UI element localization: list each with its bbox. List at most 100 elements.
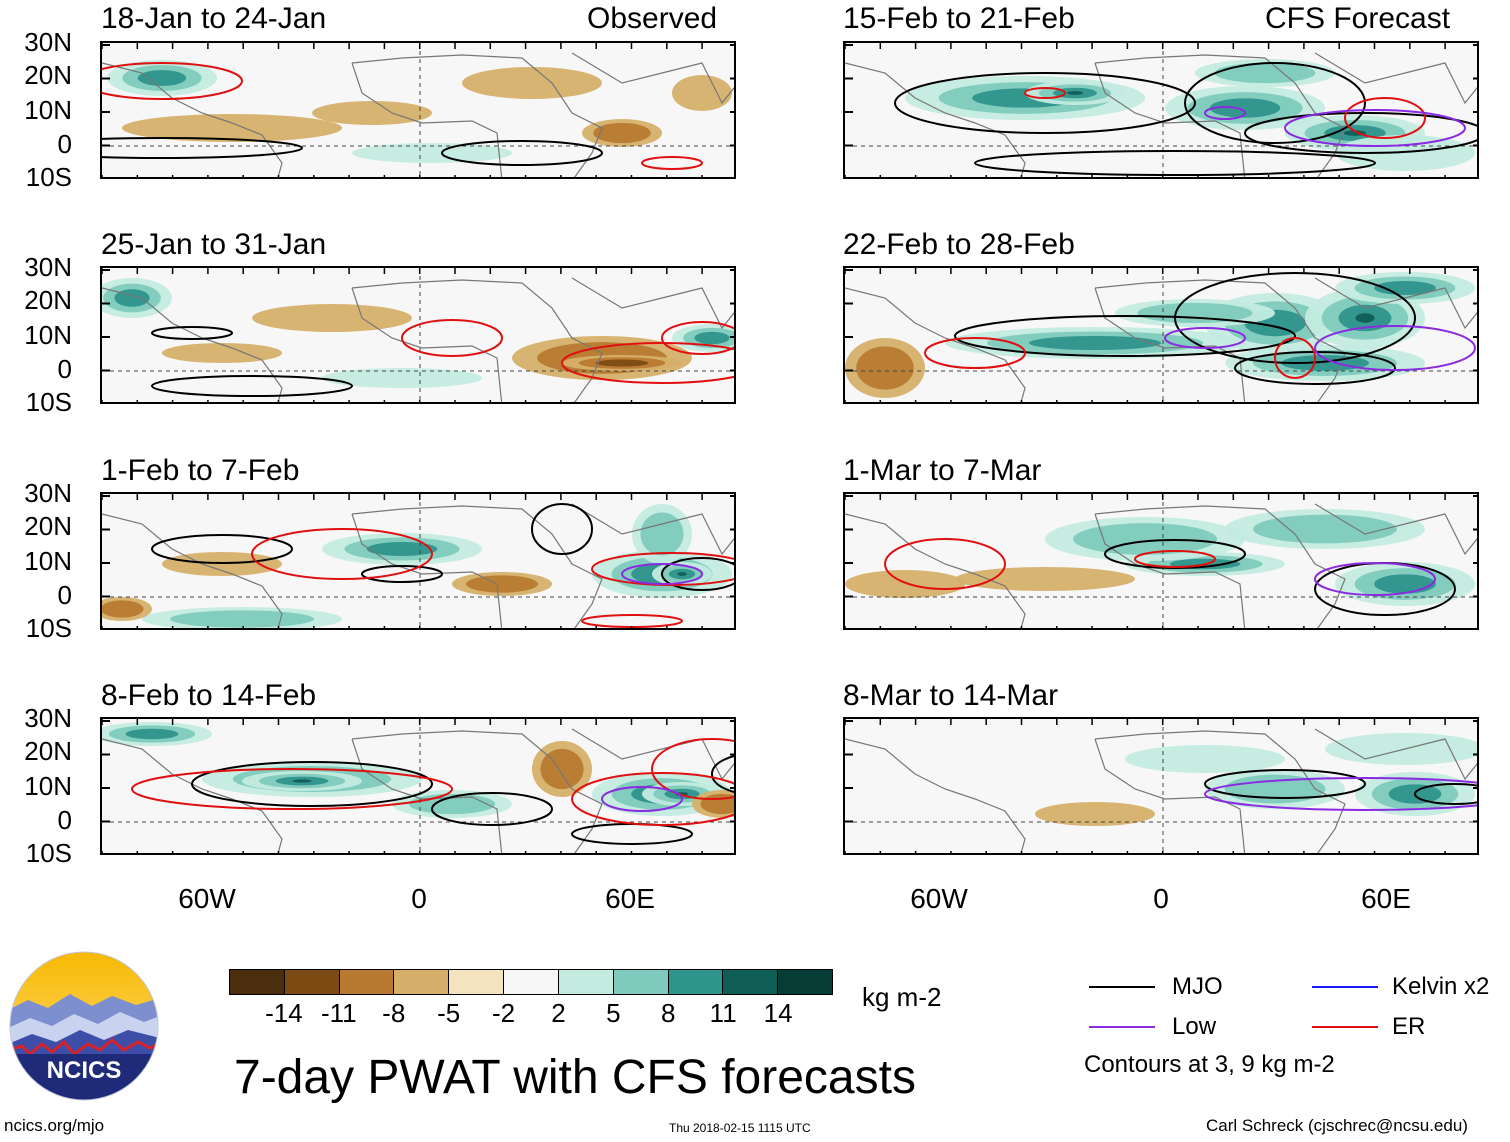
low-contour — [1204, 777, 1477, 811]
colorbar-tick-label: -14 — [265, 998, 303, 1028]
colorbar-tick-label: 8 — [661, 998, 676, 1028]
legend-label-er: ER — [1392, 1013, 1426, 1040]
lat-label: 30N — [24, 703, 72, 733]
map-svg — [102, 268, 734, 402]
er-contour — [1024, 87, 1066, 99]
map-panel-8feb — [100, 717, 736, 855]
mjo-contour — [191, 761, 433, 807]
panel-tag-observed: Observed — [587, 2, 718, 35]
er-contour — [1134, 550, 1216, 568]
coastline-africa — [351, 505, 603, 628]
map-panel-22feb — [843, 266, 1479, 404]
map-svg — [102, 43, 734, 177]
colorbar-swatch — [558, 970, 614, 994]
coastline-americas — [845, 513, 1026, 628]
dry-anomaly — [1035, 802, 1155, 826]
footer-timestamp: Thu 2018-02-15 1115 UTC — [669, 1121, 811, 1135]
map-panel-25jan — [100, 266, 736, 404]
map-svg — [845, 43, 1477, 177]
colorbar-swatch — [723, 970, 779, 994]
lat-label: 0 — [57, 580, 72, 610]
mjo-contour — [661, 557, 734, 591]
moist-anomaly — [170, 610, 314, 628]
dry-anomaly — [462, 67, 602, 99]
er-contour — [641, 156, 703, 170]
er-contour — [651, 738, 734, 800]
dry-anomaly — [466, 575, 538, 593]
legend-label-mjo: MJO — [1172, 973, 1223, 1000]
er-contour — [591, 552, 734, 586]
coastline-africa — [351, 279, 603, 402]
moist-anomaly — [1374, 280, 1436, 296]
moist-anomaly — [137, 70, 187, 86]
colorbar-tick-label: 5 — [606, 998, 621, 1028]
coastline-americas — [845, 738, 1026, 853]
mjo-contour — [1204, 769, 1366, 799]
map-panel-1feb — [100, 492, 736, 630]
mjo-contour — [974, 150, 1376, 176]
moist-anomaly — [694, 331, 730, 345]
moist-anomaly — [1209, 98, 1281, 118]
low-contour — [1204, 106, 1246, 120]
lat-label: 10S — [25, 162, 72, 192]
coastline-asia — [571, 503, 734, 556]
lat-label: 10N — [24, 771, 72, 801]
moist-anomaly — [1073, 523, 1217, 555]
colorbar-swatch — [449, 970, 505, 994]
lat-label: 10S — [25, 387, 72, 417]
lat-label: 20N — [24, 511, 72, 541]
er-contour — [131, 768, 453, 810]
colorbar-swatch — [613, 970, 669, 994]
panel-title: 22-Feb to 28-Feb — [843, 228, 1075, 261]
legend-line-er — [1312, 1026, 1378, 1028]
colorbar-tick-label: -2 — [491, 998, 516, 1028]
coastline-africa — [351, 730, 603, 853]
map-panel-18jan — [100, 41, 736, 179]
low-contour — [1314, 325, 1476, 371]
map-panel-8mar — [843, 717, 1479, 855]
map-panel-1mar — [843, 492, 1479, 630]
low-contour — [1314, 562, 1436, 596]
er-contour — [561, 342, 734, 384]
mjo-contour — [1184, 62, 1366, 144]
moist-anomaly — [1335, 135, 1475, 171]
ncics-logo: NCICS — [9, 951, 159, 1101]
dry-anomaly — [955, 567, 1135, 591]
dry-anomaly — [102, 600, 144, 618]
lon-label: 0 — [1153, 883, 1169, 914]
legend-label-kelvin: Kelvin x2 — [1392, 973, 1490, 1000]
moist-anomaly — [125, 728, 179, 740]
colorbar-swatch — [230, 970, 285, 994]
moist-anomaly — [322, 368, 482, 388]
main-title: 7-day PWAT with CFS forecasts — [234, 1051, 916, 1104]
lon-label: 0 — [411, 883, 427, 914]
coastline-asia — [1314, 728, 1477, 781]
legend-line-kelvin — [1312, 986, 1378, 988]
map-panel-15feb — [843, 41, 1479, 179]
coastline-americas — [102, 62, 283, 177]
footer-link[interactable]: ncics.org/mjo — [4, 1116, 105, 1135]
mjo-contour — [711, 755, 734, 793]
er-contour — [924, 337, 1026, 369]
coastline-americas — [845, 62, 1026, 177]
colorbar-swatch — [504, 970, 559, 994]
colorbar-tick-label: -5 — [437, 998, 461, 1028]
dry-anomaly — [672, 75, 732, 111]
dry-anomaly — [856, 346, 914, 390]
er-contour — [102, 62, 243, 100]
er-contour — [571, 772, 734, 826]
coastline-asia — [1314, 277, 1477, 330]
moist-anomaly — [1355, 313, 1375, 323]
colorbar — [229, 969, 833, 995]
mjo-contour — [531, 503, 593, 555]
moist-anomaly — [352, 143, 512, 163]
map-svg — [102, 494, 734, 628]
legend-note: Contours at 3, 9 kg m-2 — [1084, 1051, 1335, 1078]
er-contour — [401, 319, 503, 357]
legend-line-mjo — [1089, 986, 1155, 988]
coastline-asia — [571, 52, 734, 105]
panel-title: 18-Jan to 24-Jan — [101, 2, 327, 35]
coastline-africa — [1094, 505, 1346, 628]
mjo-contour — [1414, 783, 1477, 805]
moist-anomaly — [677, 572, 687, 576]
